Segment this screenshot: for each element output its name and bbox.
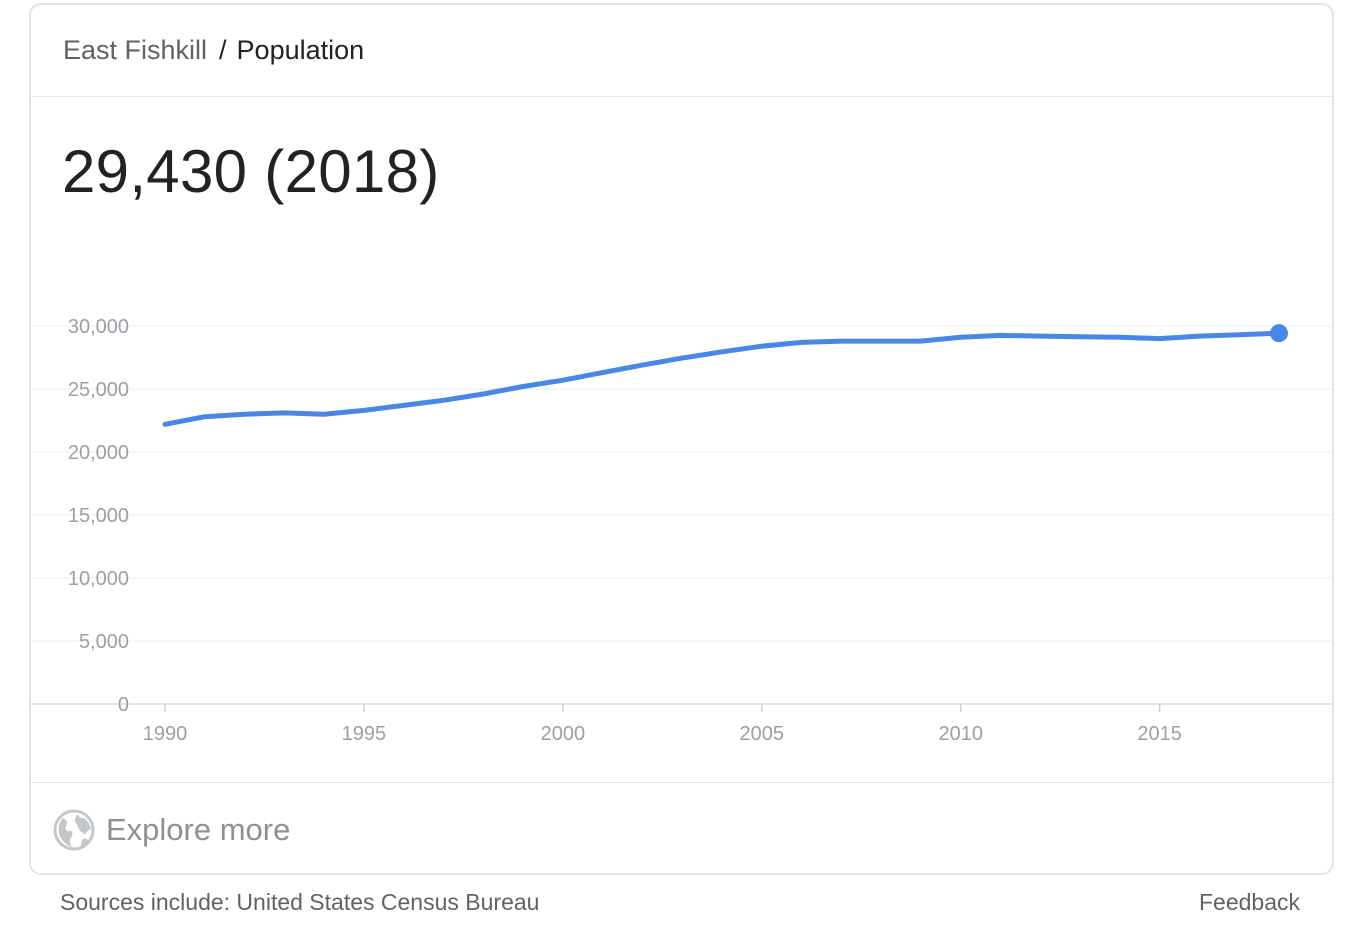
- y-tick-label: 5,000: [79, 631, 129, 653]
- breadcrumb-separator: /: [219, 35, 227, 65]
- globe-icon: [53, 809, 95, 851]
- x-tick-label: 2005: [740, 723, 785, 745]
- x-tick-label: 1990: [143, 723, 188, 745]
- headline-value: 29,430 (2018): [62, 138, 440, 205]
- x-tick-label: 2015: [1137, 723, 1182, 745]
- y-tick-label: 15,000: [68, 505, 129, 527]
- population-card: East Fishkill / Population 29,430 (2018) 0…: [29, 3, 1334, 875]
- y-tick-label: 25,000: [68, 379, 129, 401]
- latest-data-point[interactable]: [1270, 324, 1288, 343]
- footer-divider: [31, 782, 1332, 783]
- x-tick-label: 2000: [541, 723, 586, 745]
- y-tick-label: 10,000: [68, 568, 129, 590]
- sources-text: Sources include: United States Census Bu…: [60, 889, 540, 915]
- y-tick-label: 30,000: [68, 316, 129, 338]
- population-series-line: [162, 330, 1282, 427]
- breadcrumb: East Fishkill / Population: [63, 35, 364, 66]
- feedback-link[interactable]: Feedback: [1198, 889, 1300, 915]
- x-tick-label: 1995: [342, 723, 387, 745]
- explore-more-label: Explore more: [106, 812, 291, 847]
- card-header: East Fishkill / Population: [31, 5, 1332, 97]
- y-tick-label: 20,000: [68, 442, 129, 464]
- x-tick-label: 2010: [938, 723, 983, 745]
- y-tick-label: 0: [118, 694, 129, 716]
- population-chart[interactable]: 0 5,000 10,000 15,000 20,000 25,000 30,000 1990…: [31, 5, 1334, 775]
- breadcrumb-place-link[interactable]: East Fishkill: [63, 35, 208, 65]
- breadcrumb-topic: Population: [236, 35, 365, 65]
- explore-more-button[interactable]: Explore more: [53, 808, 290, 852]
